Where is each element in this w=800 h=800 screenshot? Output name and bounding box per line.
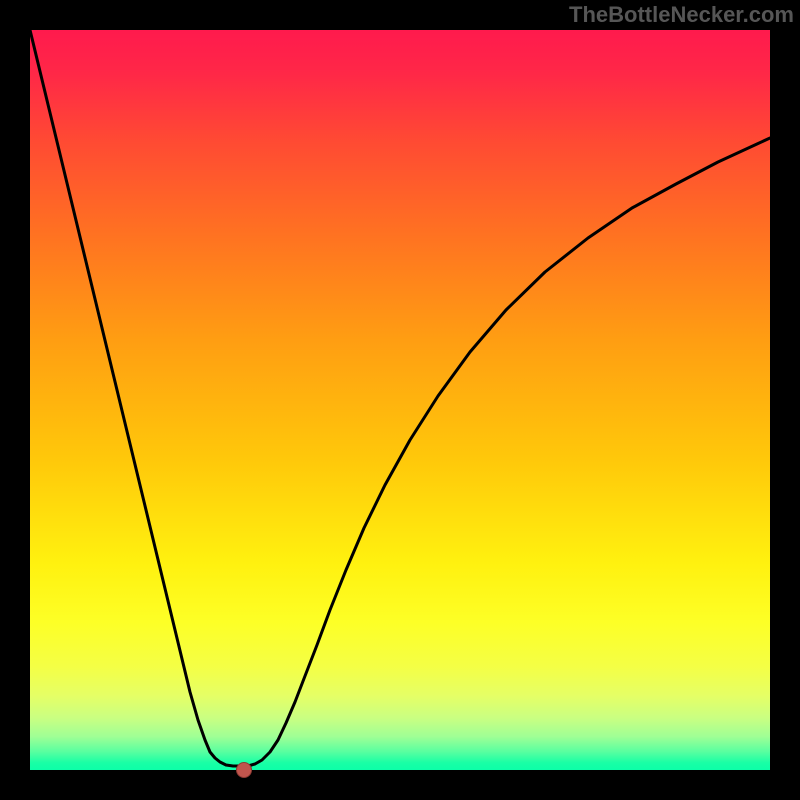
- chart-stage: TheBottleNecker.com: [0, 0, 800, 800]
- watermark: TheBottleNecker.com: [569, 2, 794, 28]
- plot-area: [30, 30, 770, 770]
- optimal-point-marker: [236, 762, 252, 778]
- watermark-link[interactable]: TheBottleNecker.com: [569, 2, 794, 27]
- gradient-background: [30, 30, 770, 770]
